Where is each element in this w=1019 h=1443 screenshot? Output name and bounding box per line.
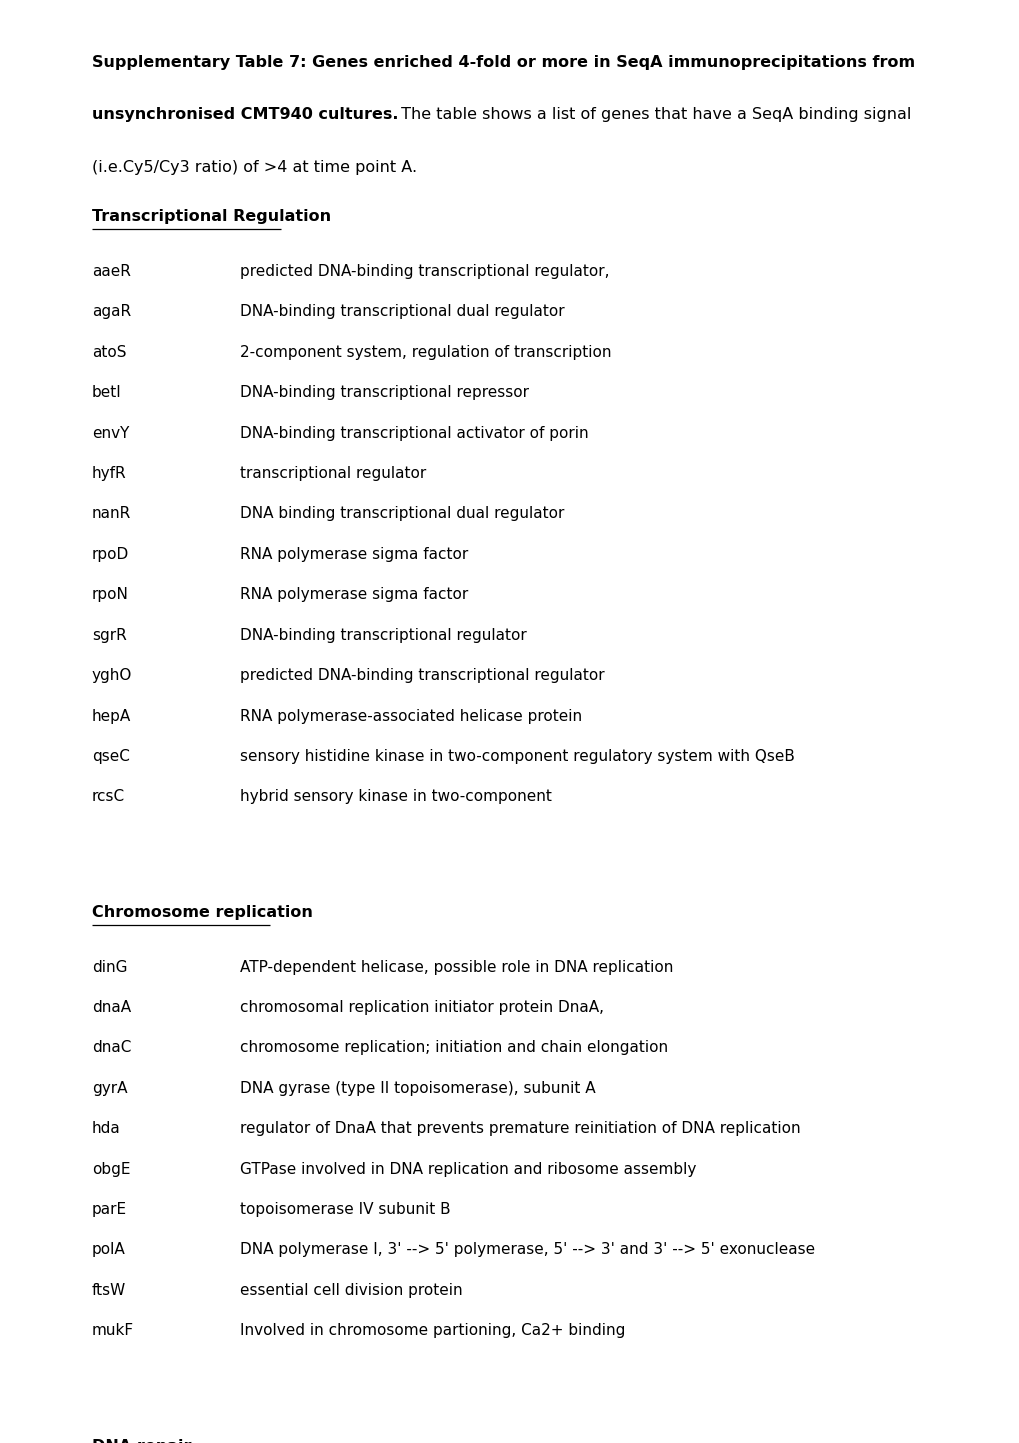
Text: aaeR: aaeR	[92, 264, 130, 278]
Text: chromosome replication; initiation and chain elongation: chromosome replication; initiation and c…	[239, 1040, 667, 1055]
Text: Involved in chromosome partioning, Ca2+ binding: Involved in chromosome partioning, Ca2+ …	[239, 1323, 625, 1338]
Text: GTPase involved in DNA replication and ribosome assembly: GTPase involved in DNA replication and r…	[239, 1162, 695, 1176]
Text: DNA-binding transcriptional regulator: DNA-binding transcriptional regulator	[239, 628, 526, 642]
Text: parE: parE	[92, 1202, 126, 1216]
Text: 2-component system, regulation of transcription: 2-component system, regulation of transc…	[239, 345, 610, 359]
Text: gyrA: gyrA	[92, 1081, 127, 1095]
Text: DNA gyrase (type II topoisomerase), subunit A: DNA gyrase (type II topoisomerase), subu…	[239, 1081, 595, 1095]
Text: Transcriptional Regulation: Transcriptional Regulation	[92, 209, 330, 224]
Text: obgE: obgE	[92, 1162, 130, 1176]
Text: The table shows a list of genes that have a SeqA binding signal: The table shows a list of genes that hav…	[395, 107, 910, 123]
Text: (i.e.Cy5/Cy3 ratio) of >4 at time point A.: (i.e.Cy5/Cy3 ratio) of >4 at time point …	[92, 160, 417, 175]
Text: rpoD: rpoD	[92, 547, 129, 561]
Text: rpoN: rpoN	[92, 587, 128, 602]
Text: atoS: atoS	[92, 345, 126, 359]
Text: RNA polymerase-associated helicase protein: RNA polymerase-associated helicase prote…	[239, 709, 581, 723]
Text: qseC: qseC	[92, 749, 129, 763]
Text: hda: hda	[92, 1121, 120, 1136]
Text: dinG: dinG	[92, 960, 127, 974]
Text: regulator of DnaA that prevents premature reinitiation of DNA replication: regulator of DnaA that prevents prematur…	[239, 1121, 800, 1136]
Text: rcsC: rcsC	[92, 789, 124, 804]
Text: polA: polA	[92, 1242, 125, 1257]
Text: Supplementary Table 7: Genes enriched 4-fold or more in SeqA immunoprecipitation: Supplementary Table 7: Genes enriched 4-…	[92, 55, 914, 69]
Text: predicted DNA-binding transcriptional regulator,: predicted DNA-binding transcriptional re…	[239, 264, 608, 278]
Text: agaR: agaR	[92, 304, 130, 319]
Text: mukF: mukF	[92, 1323, 133, 1338]
Text: DNA polymerase I, 3' --> 5' polymerase, 5' --> 3' and 3' --> 5' exonuclease: DNA polymerase I, 3' --> 5' polymerase, …	[239, 1242, 814, 1257]
Text: Chromosome replication: Chromosome replication	[92, 905, 313, 919]
Text: betI: betI	[92, 385, 121, 400]
Text: transcriptional regulator: transcriptional regulator	[239, 466, 426, 481]
Text: hybrid sensory kinase in two-component: hybrid sensory kinase in two-component	[239, 789, 551, 804]
Text: dnaA: dnaA	[92, 1000, 130, 1014]
Text: RNA polymerase sigma factor: RNA polymerase sigma factor	[239, 547, 468, 561]
Text: DNA-binding transcriptional repressor: DNA-binding transcriptional repressor	[239, 385, 528, 400]
Text: DNA repair: DNA repair	[92, 1439, 192, 1443]
Text: hyfR: hyfR	[92, 466, 126, 481]
Text: predicted DNA-binding transcriptional regulator: predicted DNA-binding transcriptional re…	[239, 668, 603, 683]
Text: chromosomal replication initiator protein DnaA,: chromosomal replication initiator protei…	[239, 1000, 603, 1014]
Text: sgrR: sgrR	[92, 628, 126, 642]
Text: RNA polymerase sigma factor: RNA polymerase sigma factor	[239, 587, 468, 602]
Text: hepA: hepA	[92, 709, 130, 723]
Text: DNA-binding transcriptional dual regulator: DNA-binding transcriptional dual regulat…	[239, 304, 564, 319]
Text: nanR: nanR	[92, 506, 130, 521]
Text: topoisomerase IV subunit B: topoisomerase IV subunit B	[239, 1202, 449, 1216]
Text: ATP-dependent helicase, possible role in DNA replication: ATP-dependent helicase, possible role in…	[239, 960, 673, 974]
Text: dnaC: dnaC	[92, 1040, 131, 1055]
Text: sensory histidine kinase in two-component regulatory system with QseB: sensory histidine kinase in two-componen…	[239, 749, 794, 763]
Text: envY: envY	[92, 426, 129, 440]
Text: yghO: yghO	[92, 668, 132, 683]
Text: DNA-binding transcriptional activator of porin: DNA-binding transcriptional activator of…	[239, 426, 588, 440]
Text: unsynchronised CMT940 cultures.: unsynchronised CMT940 cultures.	[92, 107, 397, 123]
Text: DNA binding transcriptional dual regulator: DNA binding transcriptional dual regulat…	[239, 506, 564, 521]
Text: essential cell division protein: essential cell division protein	[239, 1283, 462, 1297]
Text: ftsW: ftsW	[92, 1283, 126, 1297]
